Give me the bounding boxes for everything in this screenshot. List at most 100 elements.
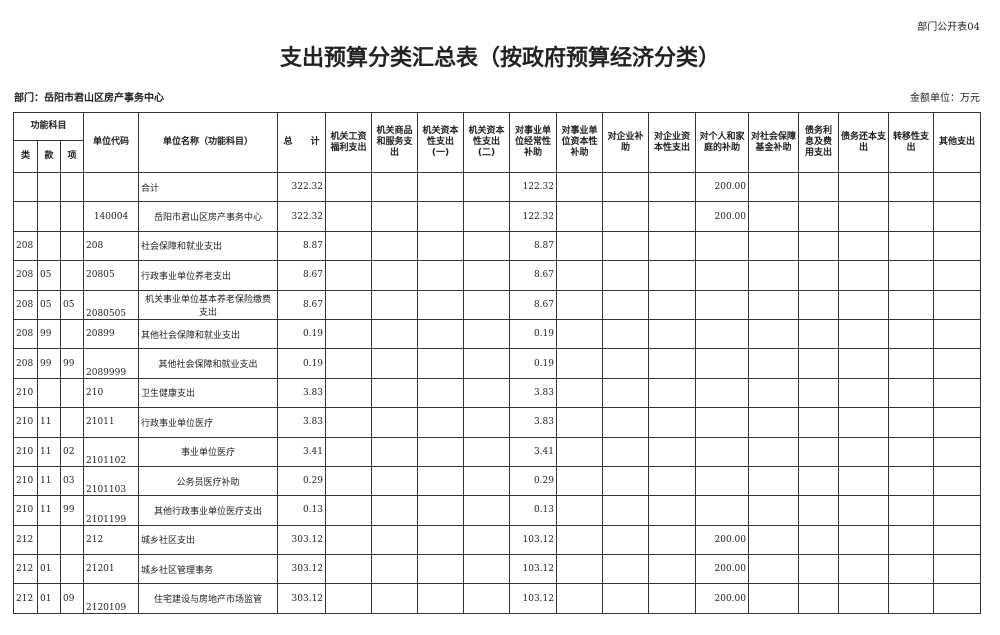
cell-name: 城乡社区管理事务 <box>138 554 278 585</box>
cell-c10 <box>798 436 839 467</box>
cell-name: 卫生健康支出 <box>138 377 278 409</box>
cell-name: 行政事业单位医疗 <box>138 407 278 438</box>
cell-c7 <box>648 348 696 379</box>
cell-c8 <box>695 436 749 467</box>
cell-c2 <box>417 495 464 526</box>
cell-c11 <box>838 524 889 556</box>
cell-c10 <box>798 289 839 320</box>
cell-c5 <box>556 407 603 438</box>
cell-c4: 0.19 <box>509 348 557 379</box>
cell-c5 <box>556 554 603 585</box>
cell-c12 <box>888 465 934 497</box>
table-row: 210 11 03 2101103 公务员医疗补助 0.29 0.29 <box>13 465 981 497</box>
page-title: 支出预算分类汇总表（按政府预算经济分类） <box>279 46 720 71</box>
cell-c11 <box>838 377 889 409</box>
cell-c10 <box>798 377 839 409</box>
cell-name: 其他行政事业单位医疗支出 <box>138 495 278 526</box>
cell-xiang: 99 <box>60 348 84 379</box>
cell-c13 <box>933 289 981 320</box>
cell-c2 <box>417 436 464 467</box>
cell-name: 公务员医疗补助 <box>138 465 278 497</box>
cell-code: 210 <box>83 377 139 409</box>
header-col: 对企业补助 <box>602 112 649 173</box>
cell-c0 <box>325 348 372 379</box>
cell-c11 <box>838 289 889 320</box>
cell-kuan <box>37 201 61 232</box>
cell-c0 <box>325 318 372 350</box>
cell-c3 <box>463 377 510 409</box>
cell-c4: 103.12 <box>509 524 557 556</box>
cell-c5 <box>556 318 603 350</box>
header-code: 单位代码 <box>83 112 139 173</box>
header-total: 总 计 <box>277 112 326 173</box>
cell-code: 208 <box>83 230 139 262</box>
cell-c5 <box>556 377 603 409</box>
cell-c10 <box>798 524 839 556</box>
cell-c5 <box>556 465 603 497</box>
cell-total: 303.12 <box>277 554 326 585</box>
cell-c7 <box>648 201 696 232</box>
department-label: 部门：岳阳市君山区房产事务中心 <box>14 93 164 104</box>
cell-c0 <box>325 230 372 262</box>
cell-c6 <box>602 348 649 379</box>
header-col: 债务利息及费用支出 <box>798 112 839 173</box>
cell-c7 <box>648 465 696 497</box>
cell-c2 <box>417 230 464 262</box>
cell-code: 140004 <box>83 201 139 232</box>
cell-c4: 3.83 <box>509 407 557 438</box>
cell-c8 <box>695 407 749 438</box>
cell-c0 <box>325 436 372 467</box>
cell-c3 <box>463 554 510 585</box>
cell-c2 <box>417 348 464 379</box>
cell-xiang <box>60 201 84 232</box>
header-col: 债务还本支出 <box>838 112 889 173</box>
cell-c3 <box>463 201 510 232</box>
header-col: 对社会保障基金补助 <box>748 112 799 173</box>
cell-c9 <box>748 348 799 379</box>
cell-c4: 103.12 <box>509 583 557 614</box>
cell-xiang <box>60 260 84 291</box>
header-col: 对企业资本性支出 <box>648 112 696 173</box>
cell-c11 <box>838 465 889 497</box>
cell-c3 <box>463 465 510 497</box>
cell-c6 <box>602 465 649 497</box>
cell-name: 事业单位医疗 <box>138 436 278 467</box>
cell-name: 社会保障和就业支出 <box>138 230 278 262</box>
cell-kuan: 05 <box>37 289 61 320</box>
cell-c12 <box>888 289 934 320</box>
cell-total: 8.67 <box>277 289 326 320</box>
cell-c10 <box>798 260 839 291</box>
cell-c0 <box>325 377 372 409</box>
cell-c5 <box>556 348 603 379</box>
cell-kuan: 01 <box>37 583 61 614</box>
cell-c10 <box>798 465 839 497</box>
cell-code: 2101102 <box>83 436 139 467</box>
cell-c3 <box>463 524 510 556</box>
cell-c0 <box>325 465 372 497</box>
cell-c0 <box>325 171 372 203</box>
cell-c11 <box>838 436 889 467</box>
cell-xiang: 03 <box>60 465 84 497</box>
cell-c8 <box>695 318 749 350</box>
cell-c1 <box>371 230 418 262</box>
cell-c5 <box>556 524 603 556</box>
cell-xiang: 09 <box>60 583 84 614</box>
cell-total: 8.87 <box>277 230 326 262</box>
cell-c12 <box>888 583 934 614</box>
cell-total: 322.32 <box>277 171 326 203</box>
cell-c6 <box>602 318 649 350</box>
cell-c11 <box>838 230 889 262</box>
cell-c4: 3.83 <box>509 377 557 409</box>
cell-c9 <box>748 554 799 585</box>
header-col: 机关工资福利支出 <box>325 112 372 173</box>
table-row: 212 212 城乡社区支出 303.12 103.12 200.00 <box>13 524 981 556</box>
cell-c1 <box>371 260 418 291</box>
cell-c9 <box>748 465 799 497</box>
cell-lei: 208 <box>13 318 38 350</box>
cell-c6 <box>602 407 649 438</box>
cell-c9 <box>748 583 799 614</box>
cell-c1 <box>371 348 418 379</box>
cell-c8 <box>695 495 749 526</box>
cell-code: 20805 <box>83 260 139 291</box>
cell-c13 <box>933 318 981 350</box>
